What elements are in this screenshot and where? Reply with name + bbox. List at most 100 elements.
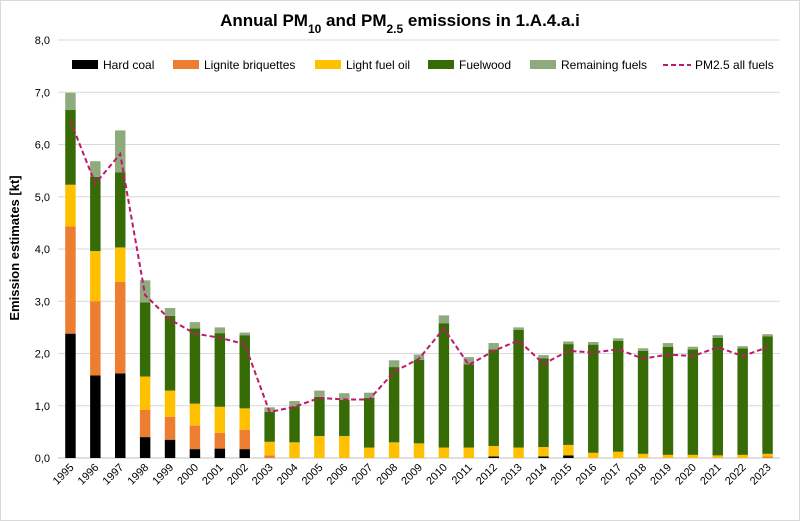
legend-label: Remaining fuels [561, 58, 647, 72]
legend-label: PM2.5 all fuels [695, 58, 774, 72]
x-tick-label: 2023 [748, 462, 774, 488]
bar-segment-fuelwood-1999 [164, 315, 176, 391]
legend-label: Hard coal [103, 58, 154, 72]
title-sub-25: 2.5 [387, 22, 404, 36]
bar-segment-fuelwood-2004 [289, 406, 300, 443]
bar-segment-light-fuel-oil-2014 [538, 447, 549, 457]
chart-title: Annual PM10 and PM2.5 emissions in 1.A.4… [220, 11, 580, 36]
y-tick-label: 5,0 [35, 192, 50, 204]
bar-segment-fuelwood-2011 [463, 364, 475, 448]
y-tick-label: 1,0 [35, 401, 50, 413]
bar-segment-hard-coal-2002 [239, 449, 250, 458]
bar-segment-fuelwood-2012 [488, 349, 499, 446]
legend-swatch-hard-coal [72, 60, 98, 69]
pm25-all-fuels-line [69, 120, 768, 414]
title-suffix: emissions in 1.A.4.a.i [403, 11, 580, 30]
bar-segment-fuelwood-2014 [538, 358, 549, 448]
bar-segment-light-fuel-oil-2013 [513, 447, 524, 458]
bar-segment-light-fuel-oil-2003 [264, 441, 275, 456]
bar-segment-light-fuel-oil-2008 [388, 442, 400, 458]
bar-segment-fuelwood-1996 [90, 176, 101, 252]
bar-segment-light-fuel-oil-1998 [139, 376, 151, 410]
title-prefix: Annual PM [220, 11, 308, 30]
y-tick-label: 2,0 [35, 349, 50, 361]
bar-segment-fuelwood-2010 [438, 323, 450, 448]
x-tick-label: 2021 [698, 462, 724, 488]
bar-segment-hard-coal-1996 [90, 375, 101, 458]
x-tick-label: 1997 [101, 462, 127, 488]
bar-segment-hard-coal-2014 [538, 456, 549, 458]
y-tick-labels: 0,0 1,0 2,0 3,0 4,0 5,0 6,0 7,0 8,0 [35, 35, 50, 465]
x-tick-label: 2000 [175, 462, 201, 488]
bar-segment-light-fuel-oil-2006 [339, 436, 350, 458]
bar-segment-fuelwood-2020 [687, 349, 699, 455]
x-tick-label: 2022 [723, 462, 749, 488]
bar-segment-light-fuel-oil-2004 [289, 442, 300, 458]
legend-swatch-light-fuel-oil [315, 60, 341, 69]
bar-segment-remaining-fuels-1995 [65, 92, 76, 111]
bar-segment-fuelwood-2019 [662, 346, 674, 455]
y-tick-label: 3,0 [35, 296, 50, 308]
y-tick-label: 6,0 [35, 140, 50, 152]
bar-segment-remaining-fuels-2012 [488, 343, 499, 350]
bar-segment-lignite-briquettes-1997 [115, 281, 126, 374]
x-tick-label: 2004 [275, 462, 301, 488]
y-tick-label: 0,0 [35, 453, 50, 465]
bar-segment-light-fuel-oil-1995 [65, 184, 76, 227]
legend: Hard coal Lignite briquettes Light fuel oi… [72, 58, 774, 72]
x-tick-label: 2003 [250, 462, 276, 488]
bar-segment-remaining-fuels-2020 [687, 346, 699, 350]
bar-segment-lignite-briquettes-2000 [189, 425, 201, 450]
bar-segment-light-fuel-oil-2010 [438, 447, 450, 458]
bar-segment-fuelwood-2006 [339, 400, 350, 437]
bar-segment-fuelwood-2002 [239, 335, 250, 409]
x-tick-label: 1995 [51, 462, 77, 488]
x-tick-label: 2002 [225, 462, 251, 488]
bar-segment-remaining-fuels-2019 [662, 343, 674, 347]
bar-segment-remaining-fuels-1997 [115, 130, 126, 173]
legend-label: Lignite briquettes [204, 58, 295, 72]
x-tick-label: 2018 [623, 462, 649, 488]
bar-segment-lignite-briquettes-1996 [90, 301, 101, 376]
bar-segment-fuelwood-1998 [139, 302, 151, 377]
bar-segment-light-fuel-oil-2017 [612, 451, 624, 458]
bar-segment-hard-coal-1998 [139, 437, 151, 458]
bar-segment-light-fuel-oil-2015 [563, 444, 574, 456]
bar-segment-light-fuel-oil-2019 [662, 454, 674, 458]
bar-segment-remaining-fuels-2022 [737, 346, 748, 349]
bar-segment-remaining-fuels-2015 [563, 341, 574, 345]
bar-segment-fuelwood-2021 [712, 337, 723, 456]
x-tick-label: 1996 [76, 462, 102, 488]
bar-segment-remaining-fuels-2005 [314, 390, 325, 397]
bar-segment-fuelwood-2003 [264, 412, 275, 442]
x-tick-label: 2008 [374, 462, 400, 488]
bar-segment-fuelwood-2013 [513, 329, 524, 448]
bar-segment-fuelwood-2005 [314, 396, 325, 437]
bar-segment-lignite-briquettes-1995 [65, 226, 76, 334]
x-tick-label: 2007 [350, 462, 376, 488]
legend-label: Fuelwood [459, 58, 511, 72]
bar-segment-light-fuel-oil-2007 [363, 447, 375, 458]
x-tick-label: 2012 [474, 462, 500, 488]
bar-segment-fuelwood-2007 [363, 397, 375, 448]
bar-segment-lignite-briquettes-2003 [264, 455, 275, 458]
bar-segment-hard-coal-1999 [164, 439, 176, 458]
bar-segment-fuelwood-2009 [413, 359, 425, 444]
legend-label: Light fuel oil [346, 58, 410, 72]
x-tick-label: 2014 [524, 462, 550, 488]
bar-segment-fuelwood-2017 [612, 340, 624, 452]
x-tick-label: 2011 [450, 462, 475, 487]
x-tick-label: 2001 [200, 462, 226, 488]
bar-segment-light-fuel-oil-1996 [90, 251, 101, 302]
bar-segment-light-fuel-oil-2020 [687, 454, 699, 458]
bar-segment-light-fuel-oil-2005 [314, 436, 325, 458]
bar-segment-remaining-fuels-2021 [712, 335, 723, 338]
x-tick-label: 2019 [648, 462, 674, 488]
bar-segment-fuelwood-2016 [588, 344, 599, 453]
x-tick-label: 2013 [499, 462, 525, 488]
bar-segment-fuelwood-2008 [388, 367, 400, 443]
pm25-line [69, 120, 768, 414]
bar-segment-fuelwood-2018 [637, 350, 649, 454]
bar-segment-remaining-fuels-2006 [339, 393, 350, 401]
bar-segment-fuelwood-2022 [737, 348, 748, 455]
